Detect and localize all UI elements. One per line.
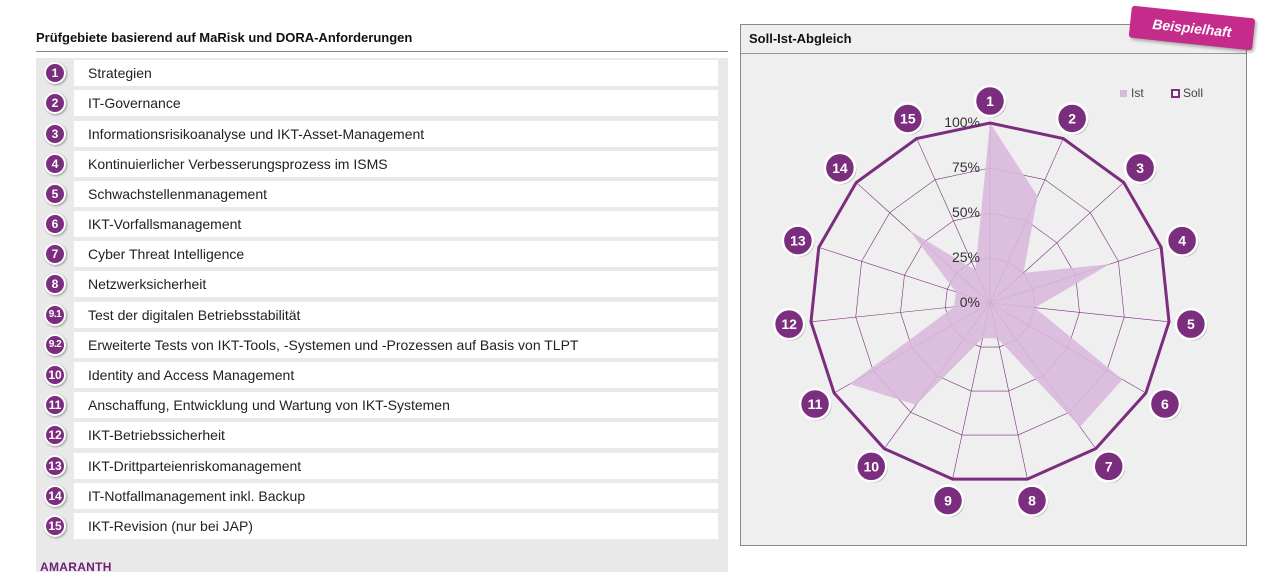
category-label: 15	[900, 110, 916, 126]
topic-label: Test der digitalen Betriebsstabilität	[74, 301, 718, 328]
tick-label: 75%	[952, 159, 980, 175]
category-label: 8	[1028, 493, 1036, 509]
tick-label: 50%	[952, 204, 980, 220]
legend-soll-label: Soll	[1183, 86, 1203, 100]
topic-label: IT-Governance	[74, 90, 718, 117]
category-label: 2	[1068, 110, 1076, 126]
category-label: 9	[944, 493, 952, 509]
topic-number-badge: 9.1	[44, 303, 66, 326]
category-label: 3	[1136, 160, 1144, 176]
topic-row: 9.1 Test der digitalen Betriebsstabilität	[44, 301, 718, 328]
category-label: 14	[832, 160, 848, 176]
category-badge	[1148, 387, 1182, 421]
topic-row: 10 Identity and Access Management	[44, 362, 718, 389]
topic-number-badge: 15	[44, 514, 66, 537]
topic-label: Identity and Access Management	[74, 362, 718, 389]
topic-row: 11 Anschaffung, Entwicklung und Wartung v…	[44, 392, 718, 419]
category-badge	[798, 387, 832, 421]
topic-row: 1 Strategien	[44, 60, 718, 87]
category-badge	[1092, 450, 1125, 483]
soll-line	[809, 121, 1171, 481]
category-label: 5	[1187, 316, 1195, 332]
topic-label: Informationsrisikoanalyse und IKT-Asset-…	[74, 120, 718, 147]
category-badge	[1123, 151, 1157, 185]
category-badge	[931, 484, 965, 517]
category-label: 10	[863, 458, 879, 474]
topic-number-badge: 14	[44, 484, 66, 507]
topic-list: 1 Strategien 2 IT-Governance 3 Informationsri…	[36, 58, 728, 572]
topic-number-badge: 5	[44, 182, 66, 205]
topic-number-badge: 2	[44, 92, 66, 115]
topic-number-badge: 8	[44, 273, 66, 296]
topic-label: Anschaffung, Entwicklung und Wartung von…	[74, 392, 718, 419]
topic-label: Schwachstellenmanagement	[74, 180, 718, 207]
category-label: 6	[1161, 396, 1169, 412]
topic-label: IKT-Vorfallsmanagement	[74, 211, 718, 238]
topic-row: 2 IT-Governance	[44, 90, 718, 117]
topic-row: 4 Kontinuierlicher Verbesserungsprozess i…	[44, 150, 718, 177]
topic-row: 7 Cyber Threat Intelligence	[44, 241, 718, 268]
topics-title: Prüfgebiete basierend auf MaRisk und DOR…	[36, 24, 728, 52]
topic-number-badge: 6	[44, 213, 66, 236]
topics-panel: Prüfgebiete basierend auf MaRisk und DOR…	[36, 24, 728, 572]
tick-label: 100%	[944, 114, 980, 130]
grid-ring	[900, 212, 1080, 392]
legend-ist-label: Ist	[1131, 86, 1144, 100]
grid-ring	[855, 167, 1125, 436]
topic-label: Erweiterte Tests von IKT-Tools, -Systeme…	[74, 331, 718, 358]
topic-label: IKT-Drittparteienriskomanagement	[74, 452, 718, 479]
category-label: 4	[1178, 233, 1186, 249]
category-badge	[1165, 224, 1199, 257]
tick-label: 25%	[952, 249, 980, 265]
ist-area	[849, 123, 1123, 427]
category-label: 7	[1105, 458, 1113, 474]
topic-number-badge: 7	[44, 243, 66, 266]
tick-label: 0%	[960, 294, 980, 310]
topic-number-badge: 13	[44, 454, 66, 477]
topic-row: 12 IKT-Betriebssicherheit	[44, 422, 718, 449]
category-badge	[1055, 102, 1089, 135]
category-label: 1	[986, 93, 994, 109]
topic-label: IKT-Betriebssicherheit	[74, 422, 718, 449]
topic-number-badge: 4	[44, 152, 66, 175]
category-badge	[1174, 307, 1208, 341]
topic-row: 8 Netzwerksicherheit	[44, 271, 718, 298]
category-badge	[973, 84, 1007, 118]
topic-label: Strategien	[74, 60, 718, 87]
topic-label: Netzwerksicherheit	[74, 271, 718, 298]
category-badge	[772, 307, 806, 341]
title-divider	[741, 53, 1246, 54]
topic-label: IKT-Revision (nur bei JAP)	[74, 512, 718, 539]
topic-label: Kontinuierlicher Verbesserungsprozess im…	[74, 150, 718, 177]
topic-number-badge: 9.2	[44, 333, 66, 356]
topic-row: 13 IKT-Drittparteienriskomanagement	[44, 452, 718, 479]
legend-soll-swatch	[1171, 89, 1180, 98]
category-badge	[781, 224, 815, 257]
topic-row: 3 Informationsrisikoanalyse und IKT-Asset…	[44, 120, 718, 147]
topic-number-badge: 1	[44, 62, 66, 85]
topic-row: 6 IKT-Vorfallsmanagement	[44, 211, 718, 238]
category-badge	[823, 151, 857, 185]
topic-number-badge: 11	[44, 394, 66, 417]
topic-row: 14 IT-Notfallmanagement inkl. Backup	[44, 482, 718, 509]
category-label: 13	[790, 233, 806, 249]
category-badge	[1015, 484, 1049, 517]
category-label: 11	[808, 396, 823, 412]
topic-number-badge: 3	[44, 122, 66, 145]
category-badge	[855, 450, 888, 483]
brand-logo: AMARANTH	[40, 560, 112, 574]
topic-row: 15 IKT-Revision (nur bei JAP)	[44, 512, 718, 539]
category-badge	[891, 102, 925, 135]
legend-ist-swatch	[1120, 90, 1127, 97]
category-label: 12	[781, 316, 797, 332]
topic-number-badge: 10	[44, 364, 66, 387]
topic-label: IT-Notfallmanagement inkl. Backup	[74, 482, 718, 509]
topic-label: Cyber Threat Intelligence	[74, 241, 718, 268]
topic-row: 9.2 Erweiterte Tests von IKT-Tools, -Syst…	[44, 331, 718, 358]
comparison-title: Soll-Ist-Abgleich	[749, 31, 852, 46]
topic-number-badge: 12	[44, 424, 66, 447]
topic-row: 5 Schwachstellenmanagement	[44, 180, 718, 207]
